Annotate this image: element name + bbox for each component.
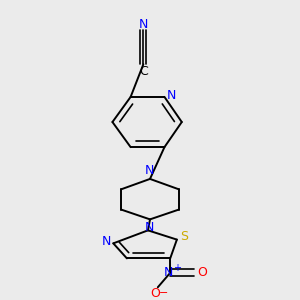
- Text: −: −: [159, 288, 168, 298]
- Text: N: N: [144, 164, 154, 177]
- Text: N: N: [101, 236, 111, 248]
- Text: O: O: [150, 287, 160, 300]
- Text: N: N: [139, 18, 148, 31]
- Text: N: N: [144, 221, 154, 234]
- Text: C: C: [139, 65, 148, 78]
- Text: S: S: [180, 230, 188, 243]
- Text: N: N: [167, 89, 176, 102]
- Text: +: +: [172, 262, 181, 273]
- Text: O: O: [197, 266, 207, 279]
- Text: N: N: [164, 266, 173, 279]
